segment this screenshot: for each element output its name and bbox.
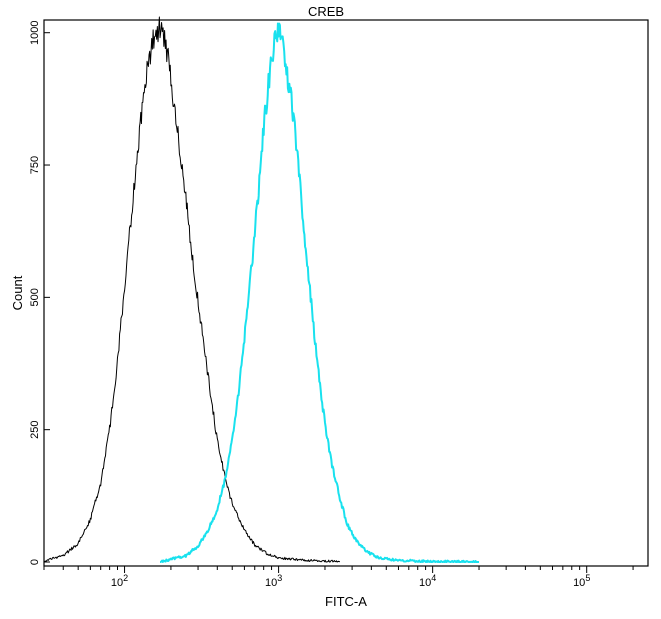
chart-title: CREB — [308, 4, 344, 19]
x-axis-label: FITC-A — [325, 594, 367, 609]
x-tick-label: 105 — [573, 573, 590, 589]
y-tick-label: 1000 — [29, 20, 41, 44]
x-axis-ticks: 102 103 104 105 — [43, 566, 634, 589]
y-tick-label: 0 — [29, 559, 41, 565]
x-tick-label: 102 — [111, 573, 128, 589]
x-tick-label: 103 — [265, 573, 282, 589]
y-tick-label: 250 — [29, 420, 41, 438]
y-axis-label: Count — [10, 275, 25, 310]
histogram-series — [43, 16, 480, 563]
x-tick-label: 104 — [419, 573, 436, 589]
creb-histogram-line — [159, 22, 480, 563]
control-histogram-line — [43, 16, 341, 563]
y-axis-ticks: 0 250 500 750 1000 — [29, 20, 50, 565]
y-tick-label: 750 — [29, 156, 41, 174]
y-tick-label: 500 — [29, 288, 41, 306]
plot-frame — [43, 19, 649, 567]
